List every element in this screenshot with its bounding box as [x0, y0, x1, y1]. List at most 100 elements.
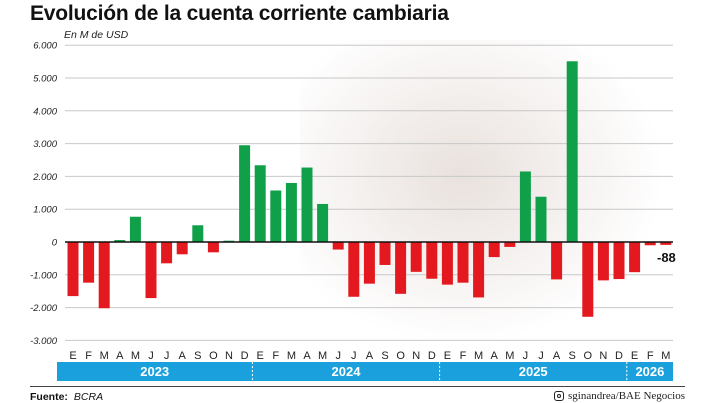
month-label: N — [225, 350, 233, 362]
instagram-icon — [554, 391, 564, 401]
y-tick-label: 1.000 — [33, 205, 57, 216]
bar-5 — [145, 242, 157, 299]
unit-label: En M de USD — [64, 29, 129, 41]
footer-divider — [30, 386, 685, 387]
month-label: O — [396, 350, 405, 362]
year-label: 2025 — [519, 364, 548, 379]
year-band-2023 — [57, 362, 253, 381]
y-tick-label: -3.000 — [30, 336, 58, 347]
month-label: A — [366, 350, 374, 362]
month-label: S — [569, 350, 576, 362]
bar-36 — [629, 242, 641, 273]
month-label: E — [69, 350, 76, 362]
bar-37 — [644, 242, 656, 246]
source-value: BCRA — [73, 391, 104, 403]
month-label: M — [474, 350, 483, 362]
month-label: F — [647, 350, 654, 362]
month-label: J — [523, 350, 529, 362]
month-label: E — [257, 350, 264, 362]
year-label: 2023 — [140, 364, 169, 379]
bar-21 — [395, 242, 407, 294]
bar-18 — [348, 242, 360, 297]
month-label: M — [661, 350, 670, 362]
credit: sginandrea/BAE Negocios — [554, 390, 685, 402]
y-tick-label: 0 — [52, 238, 58, 249]
bar-32 — [566, 61, 578, 242]
month-label: A — [303, 350, 311, 362]
bar-30 — [535, 196, 547, 242]
month-label: M — [287, 350, 296, 362]
year-label: 2024 — [332, 364, 362, 379]
year-band-2025 — [439, 362, 627, 381]
bar-23 — [426, 242, 438, 279]
month-label: A — [553, 350, 561, 362]
month-label: D — [615, 350, 623, 362]
month-label: D — [428, 350, 436, 362]
y-tick-label: 5.000 — [33, 74, 57, 85]
y-tick-label: -2.000 — [30, 303, 58, 314]
month-label: M — [505, 350, 514, 362]
bar-24 — [441, 242, 453, 285]
bar-16 — [317, 203, 329, 242]
bar-27 — [488, 242, 500, 258]
bar-13 — [270, 190, 282, 242]
month-label: F — [460, 350, 467, 362]
bar-26 — [473, 242, 485, 298]
bar-34 — [597, 242, 609, 281]
bar-20 — [379, 242, 391, 265]
bar-14 — [285, 182, 297, 242]
bar-29 — [519, 171, 531, 242]
bar-1 — [83, 242, 95, 283]
month-label: F — [272, 350, 279, 362]
month-label: O — [584, 350, 593, 362]
month-label: N — [412, 350, 420, 362]
bar-6 — [161, 242, 173, 264]
month-label: M — [100, 350, 109, 362]
month-label: J — [335, 350, 341, 362]
month-label: S — [194, 350, 201, 362]
bar-12 — [254, 165, 266, 242]
bar-0 — [67, 242, 79, 297]
bar-38 — [660, 242, 672, 245]
month-label: E — [444, 350, 451, 362]
bar-9 — [207, 242, 219, 253]
month-label: M — [131, 350, 140, 362]
bar-33 — [582, 242, 594, 317]
month-label: N — [599, 350, 607, 362]
bar-19 — [363, 242, 375, 284]
year-label: 2026 — [635, 364, 664, 379]
month-label: O — [209, 350, 218, 362]
month-label: A — [179, 350, 187, 362]
month-label: D — [241, 350, 249, 362]
source-note: Fuente: BCRA — [30, 391, 103, 403]
month-label: J — [351, 350, 357, 362]
month-label: J — [148, 350, 154, 362]
bar-8 — [192, 225, 204, 242]
y-tick-label: 4.000 — [33, 106, 57, 117]
y-tick-label: 2.000 — [32, 172, 57, 183]
bar-15 — [301, 167, 313, 242]
bar-17 — [332, 242, 344, 250]
month-label: F — [85, 350, 92, 362]
bar-3 — [114, 240, 126, 242]
bar-31 — [551, 242, 563, 280]
month-label: J — [164, 350, 170, 362]
chart-title: Evolución de la cuenta corriente cambiar… — [30, 2, 449, 25]
bar-2 — [98, 242, 110, 309]
bar-35 — [613, 242, 625, 280]
credit-text: sginandrea/BAE Negocios — [568, 390, 685, 402]
bar-22 — [410, 242, 422, 272]
y-tick-label: -1.000 — [30, 270, 58, 281]
y-tick-label: 3.000 — [33, 139, 57, 150]
bar-4 — [129, 216, 141, 242]
data-label: -88 — [657, 250, 676, 265]
bar-25 — [457, 242, 469, 283]
month-label: J — [538, 350, 544, 362]
month-label: A — [491, 350, 499, 362]
source-label: Fuente: — [30, 391, 68, 403]
year-band-2026 — [626, 362, 673, 381]
month-label: S — [381, 350, 388, 362]
bar-7 — [176, 242, 188, 255]
